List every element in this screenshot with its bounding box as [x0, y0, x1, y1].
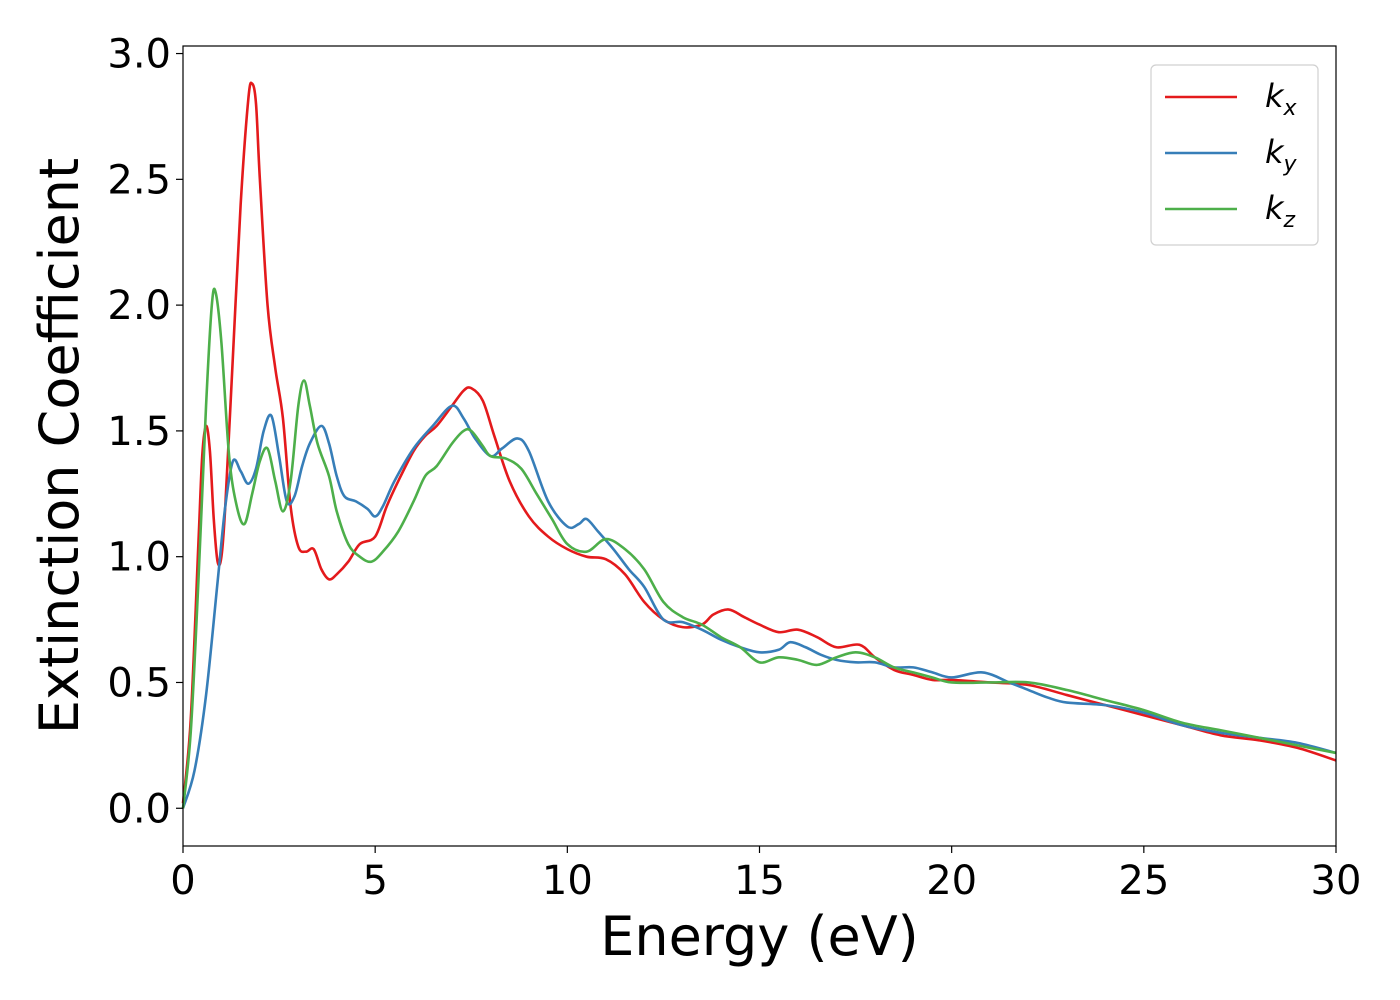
y-tick-label: 2.5 — [107, 157, 171, 203]
x-tick-label: 15 — [734, 858, 785, 904]
series-line-kz — [181, 287, 1337, 809]
legend-label-kx: kx — [1265, 77, 1298, 121]
x-tick-label: 5 — [362, 858, 387, 904]
x-tick-label: 20 — [926, 858, 977, 904]
y-axis: 0.0 0.5 1.0 1.5 2.0 2.5 3.0 — [107, 32, 183, 832]
legend-box — [1150, 64, 1319, 246]
y-tick-label: 0.5 — [107, 660, 171, 706]
y-tick-label: 1.5 — [107, 409, 171, 455]
x-tick-label: 25 — [1118, 858, 1169, 904]
legend: kx ky kz — [1150, 64, 1319, 246]
x-tick-label: 0 — [170, 858, 195, 904]
x-tick-label: 30 — [1311, 858, 1362, 904]
y-tick-label: 2.0 — [107, 283, 171, 329]
y-tick-label: 0.0 — [107, 786, 171, 832]
legend-label-ky: ky — [1265, 133, 1298, 177]
y-tick-label: 1.0 — [107, 535, 171, 581]
legend-label-kz: kz — [1265, 189, 1296, 233]
y-tick-label: 3.0 — [107, 32, 171, 78]
series-line-ky — [181, 404, 1337, 809]
series-line-kx — [181, 81, 1337, 804]
x-tick-label: 10 — [542, 858, 593, 904]
series-layer — [181, 81, 1337, 809]
y-axis-label: Extinction Coefficient — [28, 158, 91, 734]
x-axis-label: Energy (eV) — [600, 905, 919, 968]
x-axis: 0 5 10 15 20 25 30 — [170, 846, 1361, 904]
